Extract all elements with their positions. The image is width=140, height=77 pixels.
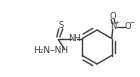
Text: N: N (111, 22, 117, 31)
Text: NH: NH (68, 34, 81, 43)
Text: H₂N–NH: H₂N–NH (33, 46, 68, 55)
Text: +: + (115, 19, 120, 24)
Text: −: − (129, 19, 134, 24)
Text: S: S (59, 21, 64, 30)
Text: O: O (124, 22, 131, 31)
Text: O: O (109, 12, 116, 21)
